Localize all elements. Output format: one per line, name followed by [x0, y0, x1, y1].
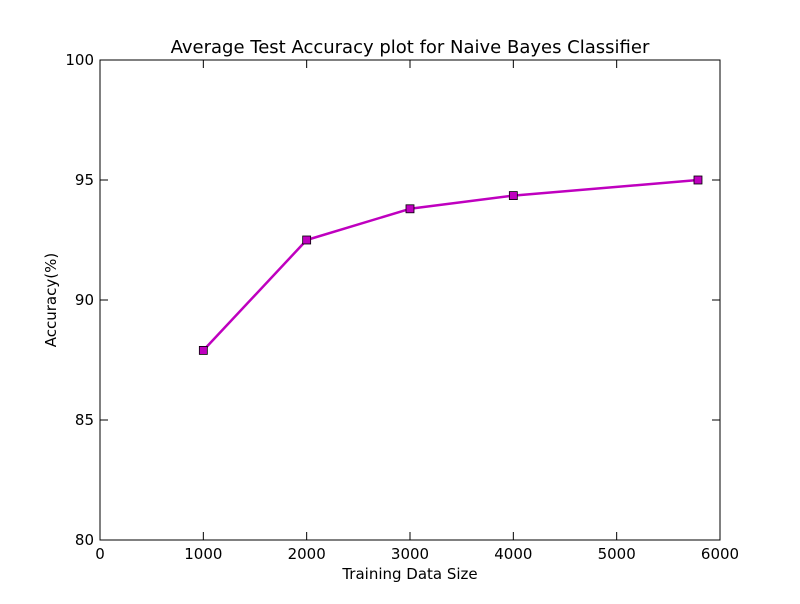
series-line	[202, 178, 699, 352]
data-point-marker	[405, 204, 415, 214]
x-axis: 0 1000 2000 3000 4000 5000 6000	[95, 60, 739, 563]
x-tick-label: 6000	[701, 545, 739, 563]
y-axis: 80 85 90 95 100	[65, 51, 720, 549]
y-tick-label: 80	[75, 531, 94, 549]
y-tick-label: 85	[75, 411, 94, 429]
chart-title: Average Test Accuracy plot for Naive Bay…	[171, 37, 650, 58]
x-tick-label: 5000	[598, 545, 636, 563]
x-axis-label: Training Data Size	[341, 565, 477, 583]
data-point-marker	[693, 175, 703, 185]
x-tick-label: 0	[95, 545, 105, 563]
plot-frame	[99, 59, 721, 541]
y-tick-label: 100	[65, 51, 94, 69]
data-point-marker	[508, 191, 518, 201]
y-tick-label: 95	[75, 171, 94, 189]
x-tick-label: 3000	[391, 545, 429, 563]
data-point-marker	[198, 345, 208, 355]
x-tick-label: 2000	[288, 545, 326, 563]
x-tick-label: 4000	[494, 545, 532, 563]
series-layer	[198, 175, 703, 355]
data-point-marker	[302, 235, 312, 245]
y-axis-label: Accuracy(%)	[42, 253, 60, 347]
x-tick-label: 1000	[184, 545, 222, 563]
y-tick-label: 90	[75, 291, 94, 309]
